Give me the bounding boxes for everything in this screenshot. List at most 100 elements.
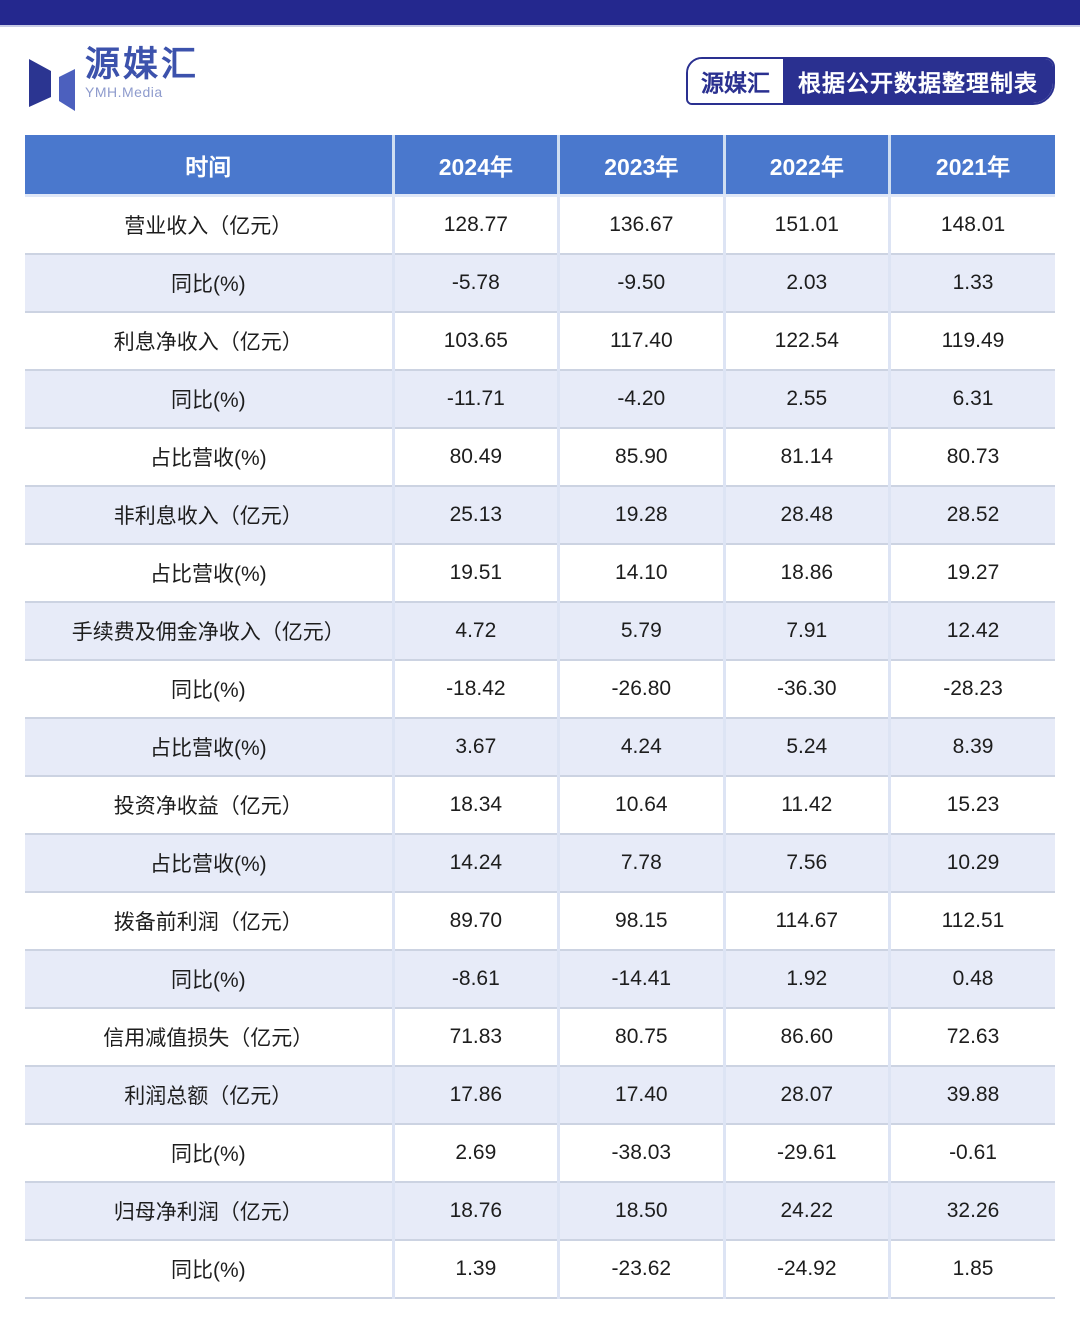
row-value: 1.33: [888, 253, 1055, 312]
column-header-time: 时间: [25, 135, 394, 197]
top-navy-bar: [0, 0, 1080, 27]
row-value: -4.20: [557, 369, 725, 428]
row-value: -11.71: [391, 369, 559, 428]
page-header: 源媒汇 YMH.Media 源媒汇 根据公开数据整理制表: [0, 27, 1080, 135]
row-value: 17.40: [557, 1065, 725, 1124]
source-badge-brand: 源媒汇: [688, 59, 783, 103]
row-value: 17.86: [391, 1065, 559, 1124]
row-value: 2.69: [391, 1123, 559, 1182]
row-value: 14.24: [391, 833, 559, 892]
row-value: 71.83: [391, 1007, 559, 1066]
row-value: -29.61: [722, 1123, 890, 1182]
row-label: 信用减值损失（亿元）: [103, 1026, 314, 1050]
row-value: 18.76: [391, 1181, 559, 1240]
row-value: 15.23: [888, 775, 1055, 834]
row-value: 6.31: [888, 369, 1055, 428]
row-value: -24.92: [722, 1239, 890, 1298]
row-value: 39.88: [888, 1065, 1055, 1124]
row-label: 利润总额（亿元）: [124, 1084, 293, 1108]
row-value: 28.48: [722, 485, 890, 544]
row-value: 4.72: [391, 601, 559, 660]
row-label: 占比营收(%): [149, 446, 267, 470]
row-value: 80.75: [557, 1007, 725, 1066]
table-row: 归母净利润（亿元） 18.76 18.50 24.22 32.26: [25, 1181, 1055, 1240]
row-value: 151.01: [722, 195, 890, 254]
row-value: 72.63: [888, 1007, 1055, 1066]
row-value: -8.61: [391, 949, 559, 1008]
row-value: 122.54: [722, 311, 890, 370]
table-row: 占比营收(%) 14.24 7.78 7.56 10.29: [25, 833, 1055, 892]
column-header-year: 2022年: [722, 135, 890, 197]
brand-name: 源媒汇: [85, 45, 200, 84]
row-value: -0.61: [888, 1123, 1055, 1182]
row-value: 19.28: [557, 485, 725, 544]
row-label: 非利息收入（亿元）: [113, 504, 303, 528]
row-value: 7.78: [557, 833, 725, 892]
row-value: 114.67: [722, 891, 890, 950]
table-row: 拨备前利润（亿元） 89.70 98.15 114.67 112.51: [25, 891, 1055, 950]
row-value: 7.91: [722, 601, 890, 660]
row-value: 8.39: [888, 717, 1055, 776]
row-value: -18.42: [391, 659, 559, 718]
row-value: 128.77: [391, 195, 559, 254]
row-value: 18.50: [557, 1181, 725, 1240]
row-label: 归母净利润（亿元）: [113, 1200, 303, 1224]
row-value: -26.80: [557, 659, 725, 718]
row-value: -36.30: [722, 659, 890, 718]
table-row: 营业收入（亿元） 128.77 136.67 151.01 148.01: [25, 195, 1055, 254]
row-value: 85.90: [557, 427, 725, 486]
row-value: 28.52: [888, 485, 1055, 544]
row-label: 占比营收(%): [149, 852, 267, 876]
row-value: 25.13: [391, 485, 559, 544]
row-value: 18.34: [391, 775, 559, 834]
row-value: 3.67: [391, 717, 559, 776]
row-value: 10.64: [557, 775, 725, 834]
row-value: 117.40: [557, 311, 725, 370]
row-value: 28.07: [722, 1065, 890, 1124]
row-value: 103.65: [391, 311, 559, 370]
financial-data-table: 时间 2024年 2023年 2022年 2021年 营业收入（亿元） 128.77 136…: [25, 135, 1055, 1299]
table-row: 利润总额（亿元） 17.86 17.40 28.07 39.88: [25, 1065, 1055, 1124]
table-row: 信用减值损失（亿元） 71.83 80.75 86.60 72.63: [25, 1007, 1055, 1066]
row-value: -9.50: [557, 253, 725, 312]
table-row: 同比(%) -5.78 -9.50 2.03 1.33: [25, 253, 1055, 312]
row-value: 32.26: [888, 1181, 1055, 1240]
row-value: 2.55: [722, 369, 890, 428]
source-badge: 源媒汇 根据公开数据整理制表: [686, 57, 1055, 105]
row-value: 18.86: [722, 543, 890, 602]
row-label: 同比(%): [170, 1142, 246, 1166]
table-row: 占比营收(%) 3.67 4.24 5.24 8.39: [25, 717, 1055, 776]
table-row: 占比营收(%) 80.49 85.90 81.14 80.73: [25, 427, 1055, 486]
column-header-year: 2023年: [557, 135, 725, 197]
row-label: 占比营收(%): [149, 562, 267, 586]
table-row: 同比(%) 2.69 -38.03 -29.61 -0.61: [25, 1123, 1055, 1182]
row-value: 1.85: [888, 1239, 1055, 1298]
row-value: 148.01: [888, 195, 1055, 254]
table-row: 利息净收入（亿元） 103.65 117.40 122.54 119.49: [25, 311, 1055, 370]
table-row: 同比(%) -8.61 -14.41 1.92 0.48: [25, 949, 1055, 1008]
row-value: 86.60: [722, 1007, 890, 1066]
row-value: 0.48: [888, 949, 1055, 1008]
row-label: 营业收入（亿元）: [124, 214, 293, 238]
table-body: 营业收入（亿元） 128.77 136.67 151.01 148.01 同比(%) -5.…: [25, 195, 1055, 1298]
row-value: 98.15: [557, 891, 725, 950]
brand-tagline: YMH.Media: [85, 84, 163, 100]
table-row: 手续费及佣金净收入（亿元） 4.72 5.79 7.91 12.42: [25, 601, 1055, 660]
row-value: 24.22: [722, 1181, 890, 1240]
row-label: 占比营收(%): [149, 736, 267, 760]
brand-logo-icon: [29, 59, 75, 111]
brand-logo-text: 源媒汇 YMH.Media: [85, 47, 199, 99]
source-badge-text: 根据公开数据整理制表: [783, 59, 1053, 103]
brand-logo: 源媒汇 YMH.Media: [25, 47, 199, 115]
row-label: 同比(%): [170, 272, 246, 296]
row-value: 1.92: [722, 949, 890, 1008]
row-label: 投资净收益（亿元）: [113, 794, 303, 818]
row-value: 4.24: [557, 717, 725, 776]
table-row: 同比(%) -11.71 -4.20 2.55 6.31: [25, 369, 1055, 428]
row-label: 利息净收入（亿元）: [113, 330, 303, 354]
row-value: 81.14: [722, 427, 890, 486]
row-value: -23.62: [557, 1239, 725, 1298]
row-value: 136.67: [557, 195, 725, 254]
table-row: 同比(%) 1.39 -23.62 -24.92 1.85: [25, 1239, 1055, 1298]
column-header-year: 2024年: [391, 135, 559, 197]
